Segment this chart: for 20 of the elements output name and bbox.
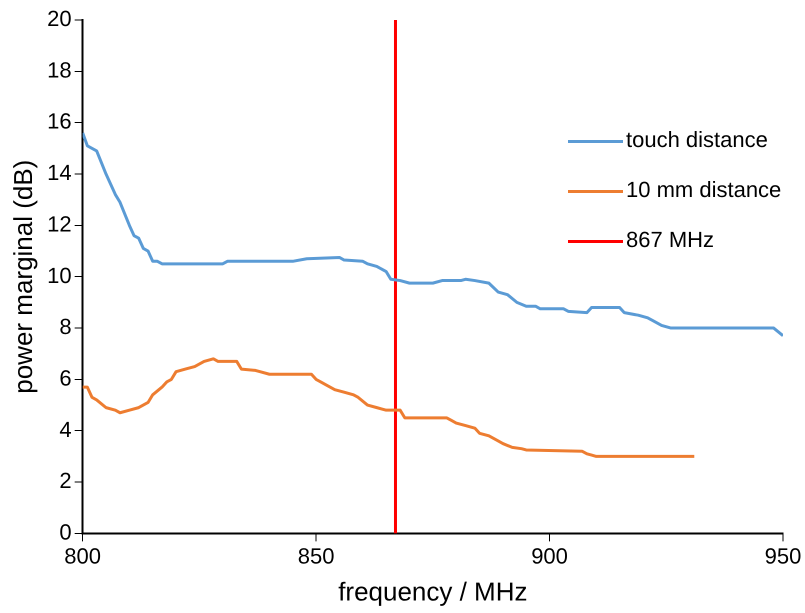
y-axis-title: power marginal (dB) xyxy=(8,160,38,394)
y-tick-label: 14 xyxy=(47,160,72,186)
y-tick-label: 12 xyxy=(47,211,72,236)
y-tick-label: 4 xyxy=(59,416,72,442)
x-tick-label: 900 xyxy=(531,544,568,569)
y-tick-label: 2 xyxy=(59,468,72,494)
x-tick-label: 800 xyxy=(64,544,102,569)
y-tick-label: 10 xyxy=(47,262,72,288)
y-tick-label: 16 xyxy=(47,108,72,134)
y-tick-label: 18 xyxy=(47,57,72,82)
y-tick-label: 20 xyxy=(47,6,72,32)
legend-label: 10 mm distance xyxy=(626,177,782,202)
legend-label: touch distance xyxy=(626,127,768,152)
legend-label: 867 MHz xyxy=(626,227,714,252)
y-tick-label: 0 xyxy=(59,519,72,544)
x-axis-title: frequency / MHz xyxy=(338,576,528,607)
x-tick-label: 850 xyxy=(298,544,334,569)
y-tick-label: 6 xyxy=(59,365,72,390)
x-tick-label: 950 xyxy=(764,544,802,569)
y-tick-label: 8 xyxy=(59,314,72,340)
